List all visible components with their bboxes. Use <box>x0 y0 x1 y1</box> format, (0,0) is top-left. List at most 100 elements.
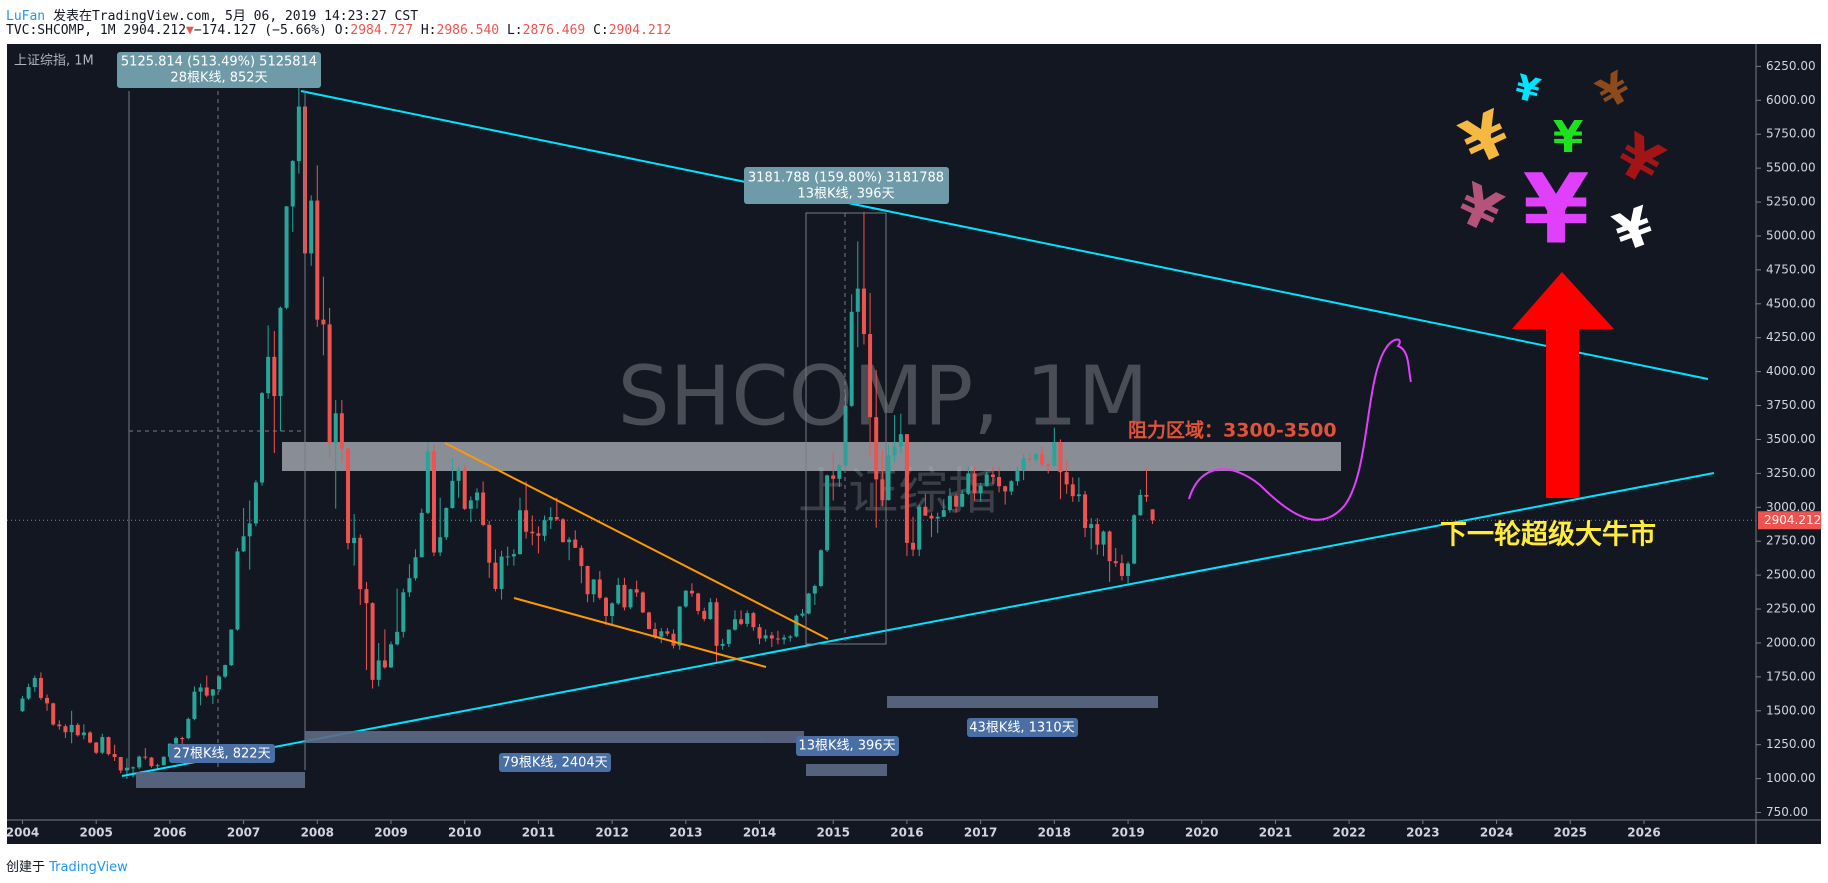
candle-body <box>972 473 977 494</box>
arrow <box>1512 272 1614 498</box>
candle-body <box>1076 494 1081 497</box>
symbol: TVC:SHCOMP, 1M <box>6 23 116 38</box>
y-tick-label: 3000.00 <box>1766 500 1816 514</box>
range-bar <box>136 772 305 788</box>
measure-label: 28根K线, 852天 <box>170 71 267 86</box>
candle-body <box>346 448 351 544</box>
candle-body <box>1046 464 1051 466</box>
y-tick-label: 1500.00 <box>1766 703 1816 717</box>
candle-body <box>579 547 584 567</box>
candle-body <box>1150 509 1155 521</box>
candle-body <box>204 687 209 696</box>
candle-body <box>505 556 510 558</box>
candle-body <box>917 506 922 550</box>
candle-body <box>1113 561 1118 564</box>
wedge-line <box>513 597 767 668</box>
candle-body <box>315 200 320 320</box>
candle-body <box>560 519 565 543</box>
candle-body <box>843 405 848 466</box>
candle-body <box>763 635 768 639</box>
candle-body <box>1021 458 1026 471</box>
range-label: 27根K线, 822天 <box>173 747 270 762</box>
candle-body <box>143 756 148 758</box>
l-label: L: <box>506 23 523 38</box>
h-label: H: <box>420 23 437 38</box>
candle-body <box>788 636 793 638</box>
candle-body <box>702 610 707 619</box>
y-tick-label: 1000.00 <box>1766 771 1816 785</box>
candle-body <box>898 434 903 447</box>
o-value: 2984.727 <box>350 23 414 38</box>
candle-body <box>358 537 363 590</box>
arrow-stem <box>1546 324 1579 498</box>
candle-body <box>431 451 436 553</box>
quote-line: TVC:SHCOMP, 1M 2904.212▼−174.127 (−5.66%… <box>6 23 671 38</box>
candle-body <box>370 603 375 680</box>
created: 创建于 <box>6 860 46 875</box>
candle-body <box>622 584 627 608</box>
x-tick-label: 2004 <box>6 826 39 840</box>
last-price-label: 2904.212 <box>1764 513 1821 527</box>
candle-body <box>382 660 387 668</box>
candle-body <box>45 697 50 704</box>
y-tick-label: 6000.00 <box>1766 93 1816 107</box>
candle-body <box>1027 458 1032 460</box>
brand[interactable]: TradingView <box>49 860 128 875</box>
arrow-head <box>1512 272 1614 329</box>
candle-body <box>892 446 897 456</box>
y-tick-label: 4250.00 <box>1766 330 1816 344</box>
candle-body <box>118 757 123 771</box>
candle-body <box>100 737 105 753</box>
candle-body <box>745 613 750 624</box>
range-label-bg <box>796 736 899 756</box>
candle-body <box>1126 563 1131 576</box>
candle-body <box>186 718 191 739</box>
candle-body <box>131 767 136 769</box>
candle-body <box>536 533 541 536</box>
candle-body <box>818 550 823 586</box>
candle-body <box>855 288 860 312</box>
candle-body <box>493 562 498 589</box>
candle-body <box>247 523 252 537</box>
candle-body <box>456 469 461 481</box>
resistance-zone <box>282 442 1341 471</box>
y-tick-label: 750.00 <box>1766 805 1808 819</box>
candle-body <box>88 732 93 743</box>
x-tick-label: 2021 <box>1259 826 1292 840</box>
watermark-text: SHCOMP, 1M <box>618 349 1149 444</box>
author[interactable]: LuFan <box>6 9 46 24</box>
candle-body <box>1064 472 1069 485</box>
y-tick-label: 4500.00 <box>1766 296 1816 310</box>
candle-body <box>782 637 787 640</box>
candle-body <box>524 510 529 532</box>
chart: SHCOMP, 1M 上证综指 上证综指, 1M 5125.814 (513.4… <box>6 44 1821 844</box>
c-label: C: <box>593 23 609 38</box>
candle-body <box>333 413 338 444</box>
candle-body <box>997 477 1002 487</box>
candle-body <box>714 602 719 646</box>
candle-body <box>751 613 756 628</box>
candle-body <box>1089 524 1094 529</box>
candle-body <box>376 660 381 680</box>
change: −174.127 (−5.66%) <box>193 23 327 38</box>
x-tick-label: 2022 <box>1332 826 1365 840</box>
candle-body <box>229 629 234 666</box>
candle-body <box>444 507 449 538</box>
candle-body <box>235 551 240 630</box>
candle-body <box>63 726 68 733</box>
measure-label-bg <box>117 52 321 88</box>
candle-body <box>603 597 608 616</box>
candle-body <box>272 356 277 397</box>
candle-body <box>904 434 909 543</box>
candle-body <box>739 619 744 624</box>
x-tick-label: 2016 <box>890 826 923 840</box>
candle-body <box>812 585 817 594</box>
watermark-sub: 上证综指 <box>798 463 998 521</box>
candle-body <box>149 757 154 767</box>
candle-body <box>364 589 369 604</box>
candle-body <box>339 413 344 449</box>
arrow: ▼ <box>186 23 194 38</box>
candle-body <box>450 480 455 508</box>
candle-body <box>880 479 885 501</box>
